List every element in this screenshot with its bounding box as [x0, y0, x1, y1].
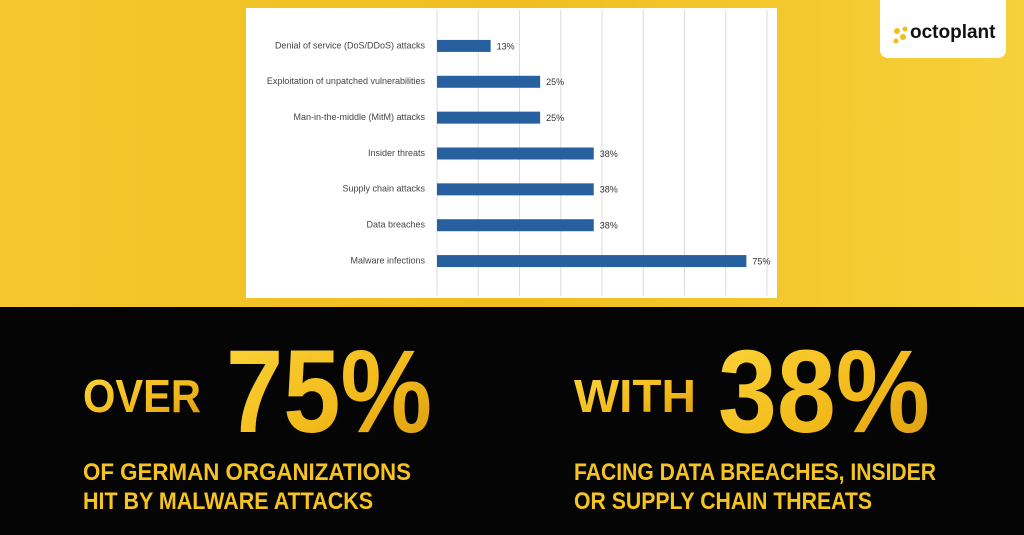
stat-lead: WITH	[574, 370, 696, 422]
bottom-band	[0, 307, 1024, 535]
logo-icon	[893, 26, 908, 44]
category-label: Malware infections	[350, 255, 425, 265]
logo: octoplant	[910, 22, 996, 43]
category-label: Man-in-the-middle (MitM) attacks	[293, 112, 425, 122]
value-label: 25%	[546, 77, 564, 87]
stat-line: HIT BY MALWARE ATTACKS	[83, 488, 373, 515]
category-label: Denial of service (DoS/DDoS) attacks	[275, 40, 426, 50]
stat-figure: 38%	[718, 326, 930, 458]
category-label: Supply chain attacks	[342, 184, 425, 194]
stat-figure: 75%	[226, 326, 432, 458]
bar	[437, 39, 491, 52]
bar	[437, 255, 747, 268]
category-label: Exploitation of unpatched vulnerabilitie…	[267, 76, 426, 86]
value-label: 75%	[752, 256, 770, 266]
value-label: 38%	[600, 221, 618, 231]
logo-box	[880, 0, 1006, 58]
bar	[437, 147, 594, 160]
stat-line: OR SUPPLY CHAIN THREATS	[574, 488, 872, 515]
bar	[437, 111, 541, 124]
category-label: Insider threats	[368, 148, 426, 158]
chart: Denial of service (DoS/DDoS) attacks 13% E…	[267, 10, 770, 296]
value-label: 13%	[497, 41, 515, 51]
stat-lead: OVER	[83, 370, 201, 422]
stat-line: FACING DATA BREACHES, INSIDER	[574, 459, 936, 486]
bar	[437, 75, 541, 88]
value-label: 38%	[600, 185, 618, 195]
value-label: 38%	[600, 149, 618, 159]
value-label: 25%	[546, 113, 564, 123]
bar	[437, 219, 594, 232]
stat-line: OF GERMAN ORGANIZATIONS	[83, 459, 411, 486]
category-label: Data breaches	[366, 220, 425, 230]
bar	[437, 183, 594, 196]
